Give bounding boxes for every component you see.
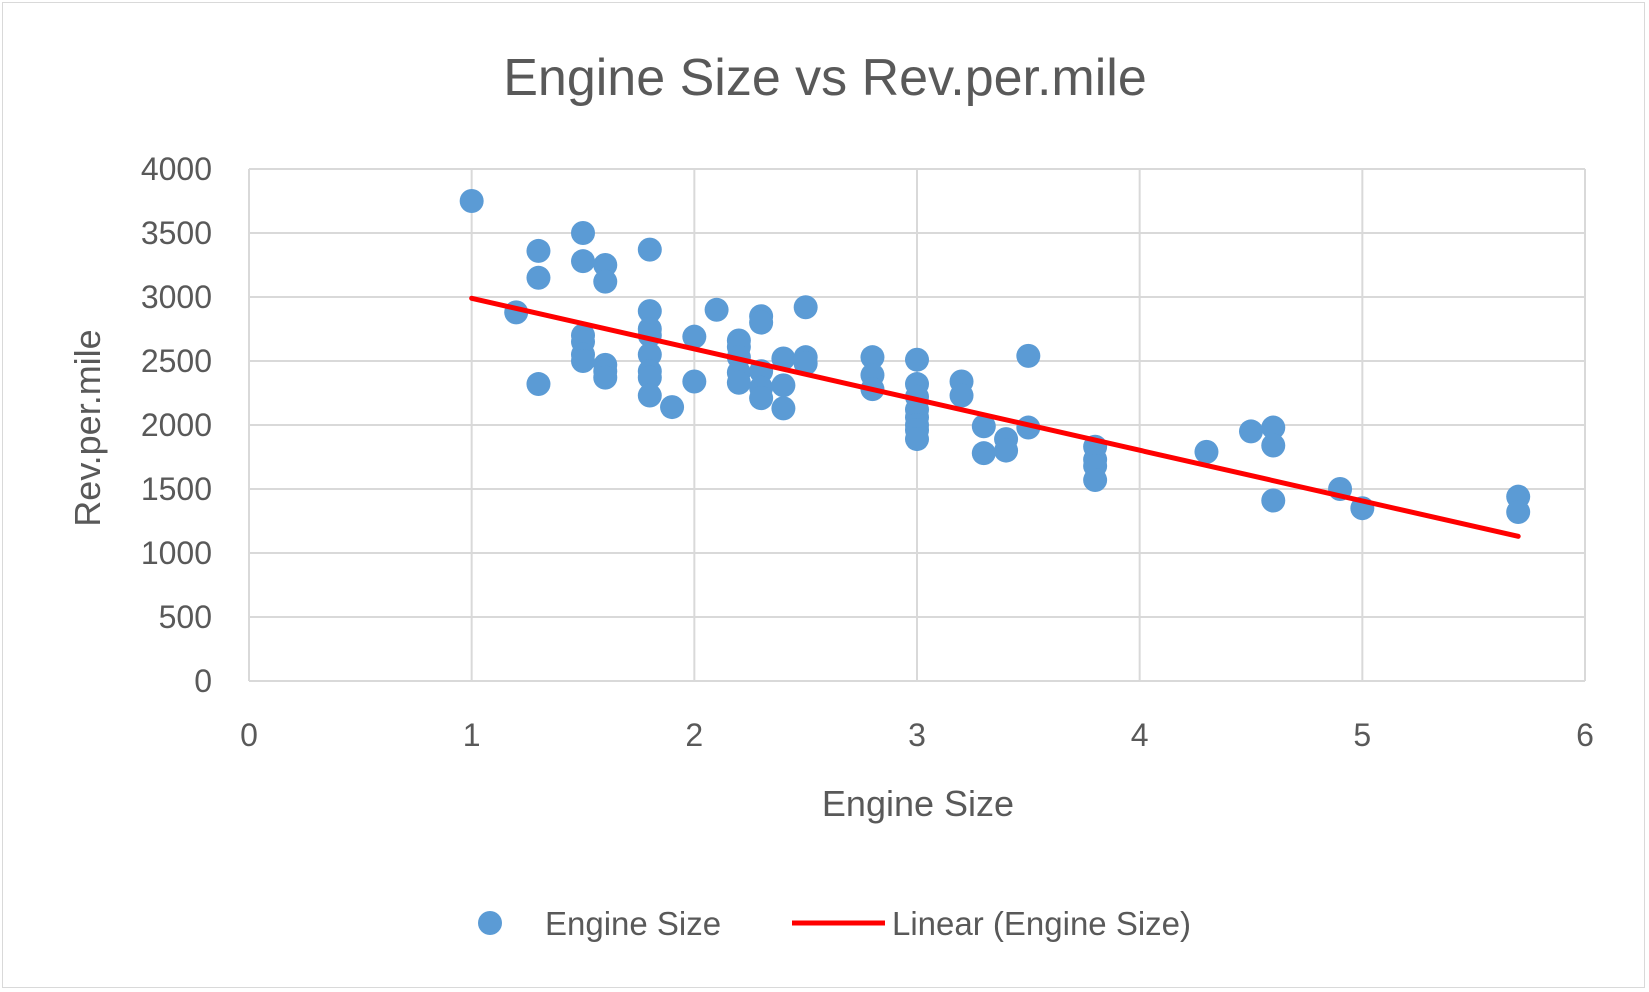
scatter-point [660,395,685,420]
scatter-point [526,372,551,397]
scatter-point [593,269,618,294]
scatter-point [771,396,796,421]
y-tick-label: 2000 [141,407,212,443]
x-tick-label: 2 [685,717,703,753]
y-tick-label: 3500 [141,215,212,251]
tick-labels: 0 500 1000 1500 2000 2500 3000 3500 4000 0 1 2 3 4 5 6 [141,151,1594,753]
scatter-point [571,249,595,274]
y-tick-label: 1000 [141,535,212,571]
scatter-points [459,189,1531,525]
scatter-point [1194,439,1219,464]
scatter-point [949,383,974,408]
scatter-point [771,373,796,398]
y-tick-label: 3000 [141,279,212,315]
scatter-point [749,310,774,335]
scatter-point [637,365,662,390]
legend: Engine Size Linear (Engine Size) [478,905,1191,942]
y-tick-label: 500 [159,599,212,635]
scatter-point [682,369,707,394]
scatter-point [637,383,662,408]
y-tick-label: 4000 [141,151,212,187]
legend-marker-engine-size [478,911,502,935]
scatter-point [1016,343,1041,368]
x-tick-label: 4 [1131,717,1149,753]
trendline [469,295,1521,539]
scatter-point [994,438,1019,463]
legend-label-linear: Linear (Engine Size) [892,905,1191,942]
scatter-point [905,347,929,372]
scatter-point [971,414,996,439]
x-tick-label: 6 [1576,717,1594,753]
scatter-point [593,253,618,277]
scatter-point [1083,468,1108,493]
scatter-point [704,297,729,322]
legend-label-engine-size: Engine Size [545,905,721,942]
scatter-point [1239,419,1263,444]
y-tick-label: 2500 [141,343,212,379]
scatter-point [637,237,662,262]
x-tick-label: 0 [240,717,258,753]
scatter-point [637,299,662,324]
y-tick-label: 0 [194,663,212,699]
scatter-point [571,221,595,245]
scatter-point [637,342,662,367]
scatter-point [1261,415,1286,440]
scatter-point [793,351,818,376]
y-axis-title: Rev.per.mile [67,329,108,526]
scatter-point [526,265,551,290]
x-axis-title: Engine Size [822,783,1014,824]
gridlines [248,168,1586,682]
scatter-point [749,386,774,411]
scatter-point [771,346,796,371]
scatter-point [593,365,618,390]
chart-title: Engine Size vs Rev.per.mile [503,49,1147,107]
scatter-point [682,324,707,349]
trendline-layer [469,295,1521,539]
scatter-point [571,349,595,373]
scatter-point [860,345,885,370]
scatter-point [459,189,484,213]
y-tick-label: 1500 [141,471,212,507]
scatter-point [971,441,996,466]
scatter-point [526,238,551,263]
scatter-point [1506,500,1531,525]
scatter-point [793,295,818,320]
x-tick-label: 5 [1353,717,1371,753]
scatter-point [726,370,751,395]
scatter-point [1261,488,1286,513]
x-tick-label: 3 [908,717,926,753]
x-tick-label: 1 [463,717,481,753]
scatter-point [905,427,929,452]
scatter-point [1261,433,1286,458]
